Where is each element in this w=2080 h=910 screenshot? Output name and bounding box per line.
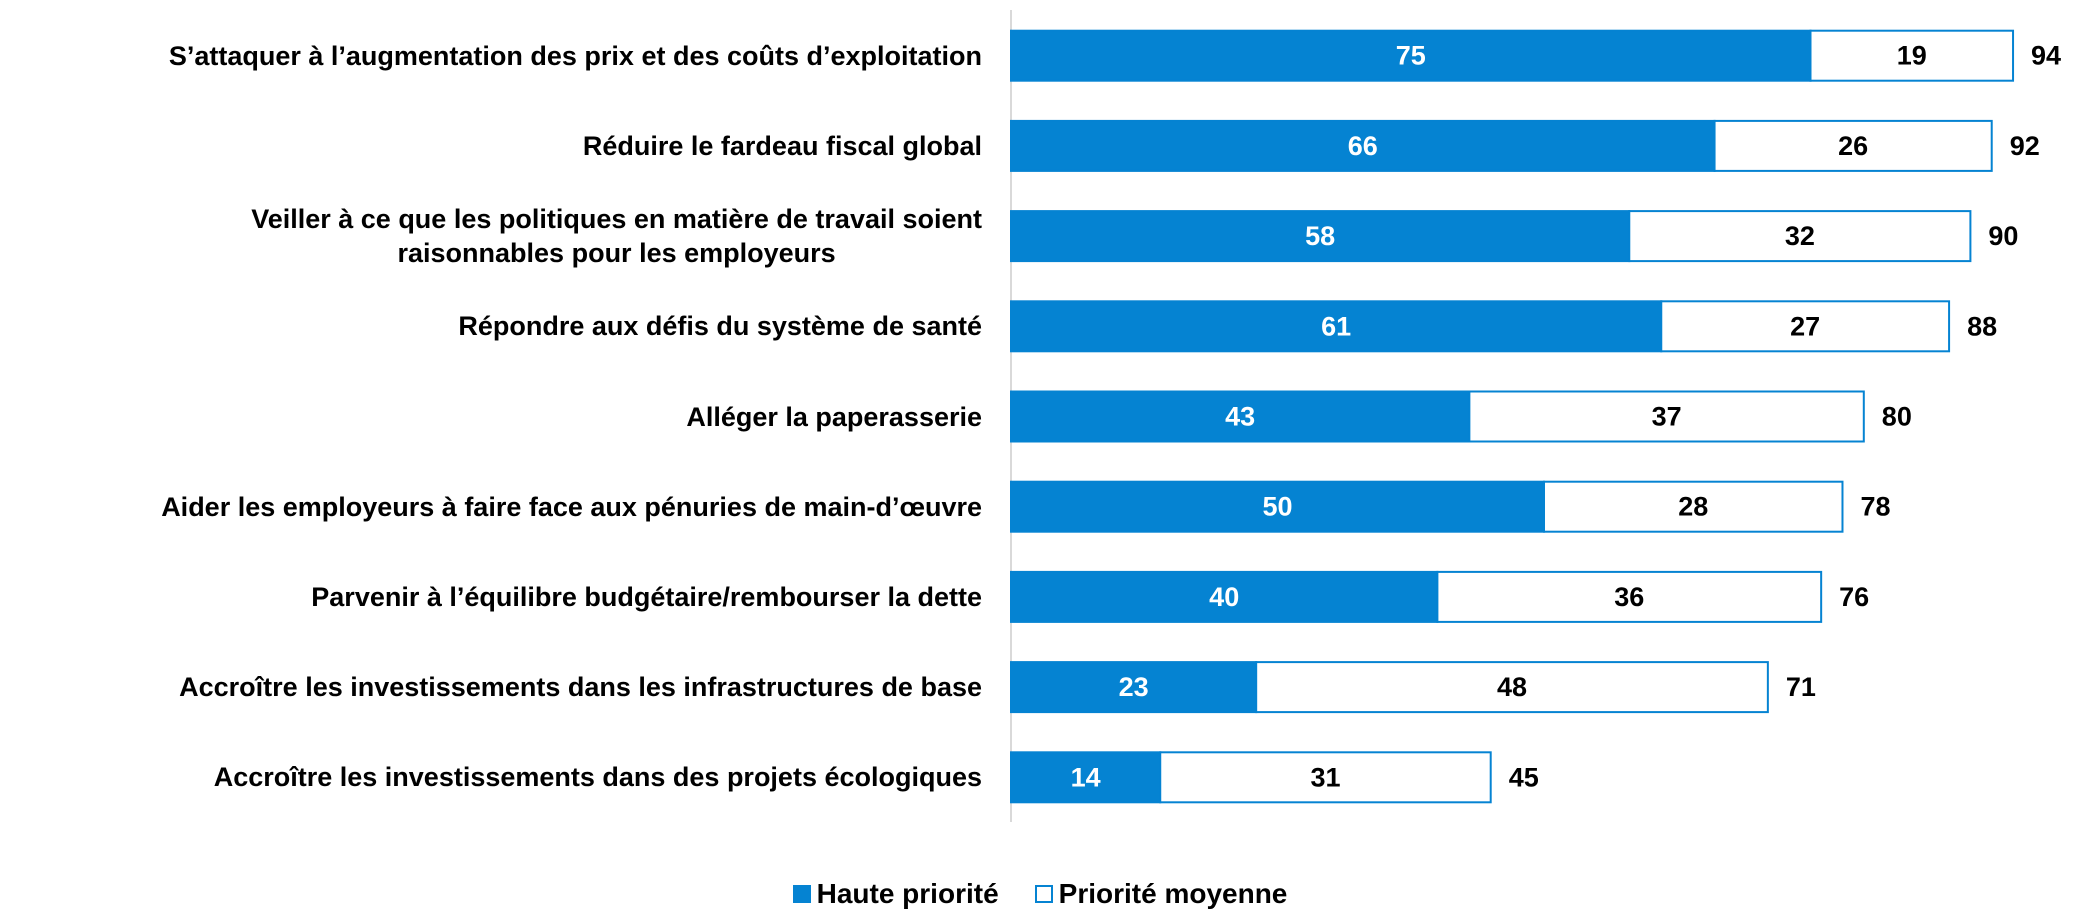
value-label: 36 [1614, 582, 1644, 612]
bar-segment [1010, 480, 1545, 533]
legend-label: Priorité moyenne [1058, 878, 1288, 909]
value-label: 14 [1071, 762, 1101, 792]
total-label: 94 [2031, 41, 2061, 71]
bar-segment [1010, 119, 1716, 172]
bar-segment [1660, 300, 1951, 353]
bar-segment [1255, 661, 1769, 714]
value-label: 40 [1209, 582, 1239, 612]
bar-segment [1809, 29, 2015, 82]
total-label: 92 [2010, 131, 2040, 161]
value-label: 58 [1305, 221, 1335, 251]
value-label: 23 [1119, 672, 1149, 702]
value-label: 75 [1396, 41, 1426, 71]
value-label: 26 [1838, 131, 1868, 161]
value-label: 37 [1652, 402, 1682, 432]
value-label: 28 [1678, 492, 1708, 522]
value-label: 43 [1225, 402, 1255, 432]
value-label: 61 [1321, 311, 1351, 341]
total-label: 45 [1509, 762, 1539, 792]
bar-segment [1543, 480, 1844, 533]
total-label: 78 [1860, 492, 1890, 522]
category-label: Accroître les investissements dans des p… [213, 762, 982, 793]
legend-item: Priorité moyenne [1034, 878, 1288, 910]
category-label: Réduire le fardeau fiscal global [582, 130, 982, 161]
bar-segment [1010, 210, 1631, 263]
bar-segment [1010, 751, 1162, 804]
total-label: 88 [1967, 311, 1997, 341]
bar-segment [1468, 390, 1865, 443]
legend: Haute priorité Priorité moyenne [0, 878, 2080, 910]
category-label: Aider les employeurs à faire face aux pé… [161, 491, 982, 522]
bar-segment [1713, 119, 1993, 172]
category-label: Parvenir à l’équilibre budgétaire/rembou… [311, 581, 982, 612]
value-label: 31 [1310, 762, 1340, 792]
value-label: 32 [1785, 221, 1815, 251]
bar-segment [1159, 751, 1492, 804]
total-label: 90 [1988, 221, 2018, 251]
category-label: Accroître les investissements dans les i… [179, 672, 982, 703]
value-label: 27 [1790, 311, 1820, 341]
category-label: S’attaquer à l’augmentation des prix et … [168, 40, 982, 71]
total-label: 80 [1882, 402, 1912, 432]
legend-swatch [792, 885, 811, 903]
total-label: 76 [1839, 582, 1869, 612]
legend-swatch [1034, 885, 1053, 903]
value-label: 19 [1897, 41, 1927, 71]
category-label: Veiller à ce que les politiques en matiè… [251, 204, 982, 269]
bar-segment [1010, 661, 1258, 714]
legend-item: Haute priorité [792, 878, 999, 910]
legend-label: Haute priorité [816, 878, 999, 909]
category-label: Répondre aux défis du système de santé [458, 311, 982, 342]
bar-segment [1010, 570, 1439, 623]
value-label: 50 [1262, 492, 1292, 522]
bar-segment [1628, 210, 1972, 263]
value-label: 66 [1348, 131, 1378, 161]
bar-segment [1436, 570, 1823, 623]
category-label: Alléger la paperasserie [686, 401, 982, 432]
value-label: 48 [1497, 672, 1527, 702]
total-label: 71 [1786, 672, 1816, 702]
bar-segment [1010, 390, 1471, 443]
